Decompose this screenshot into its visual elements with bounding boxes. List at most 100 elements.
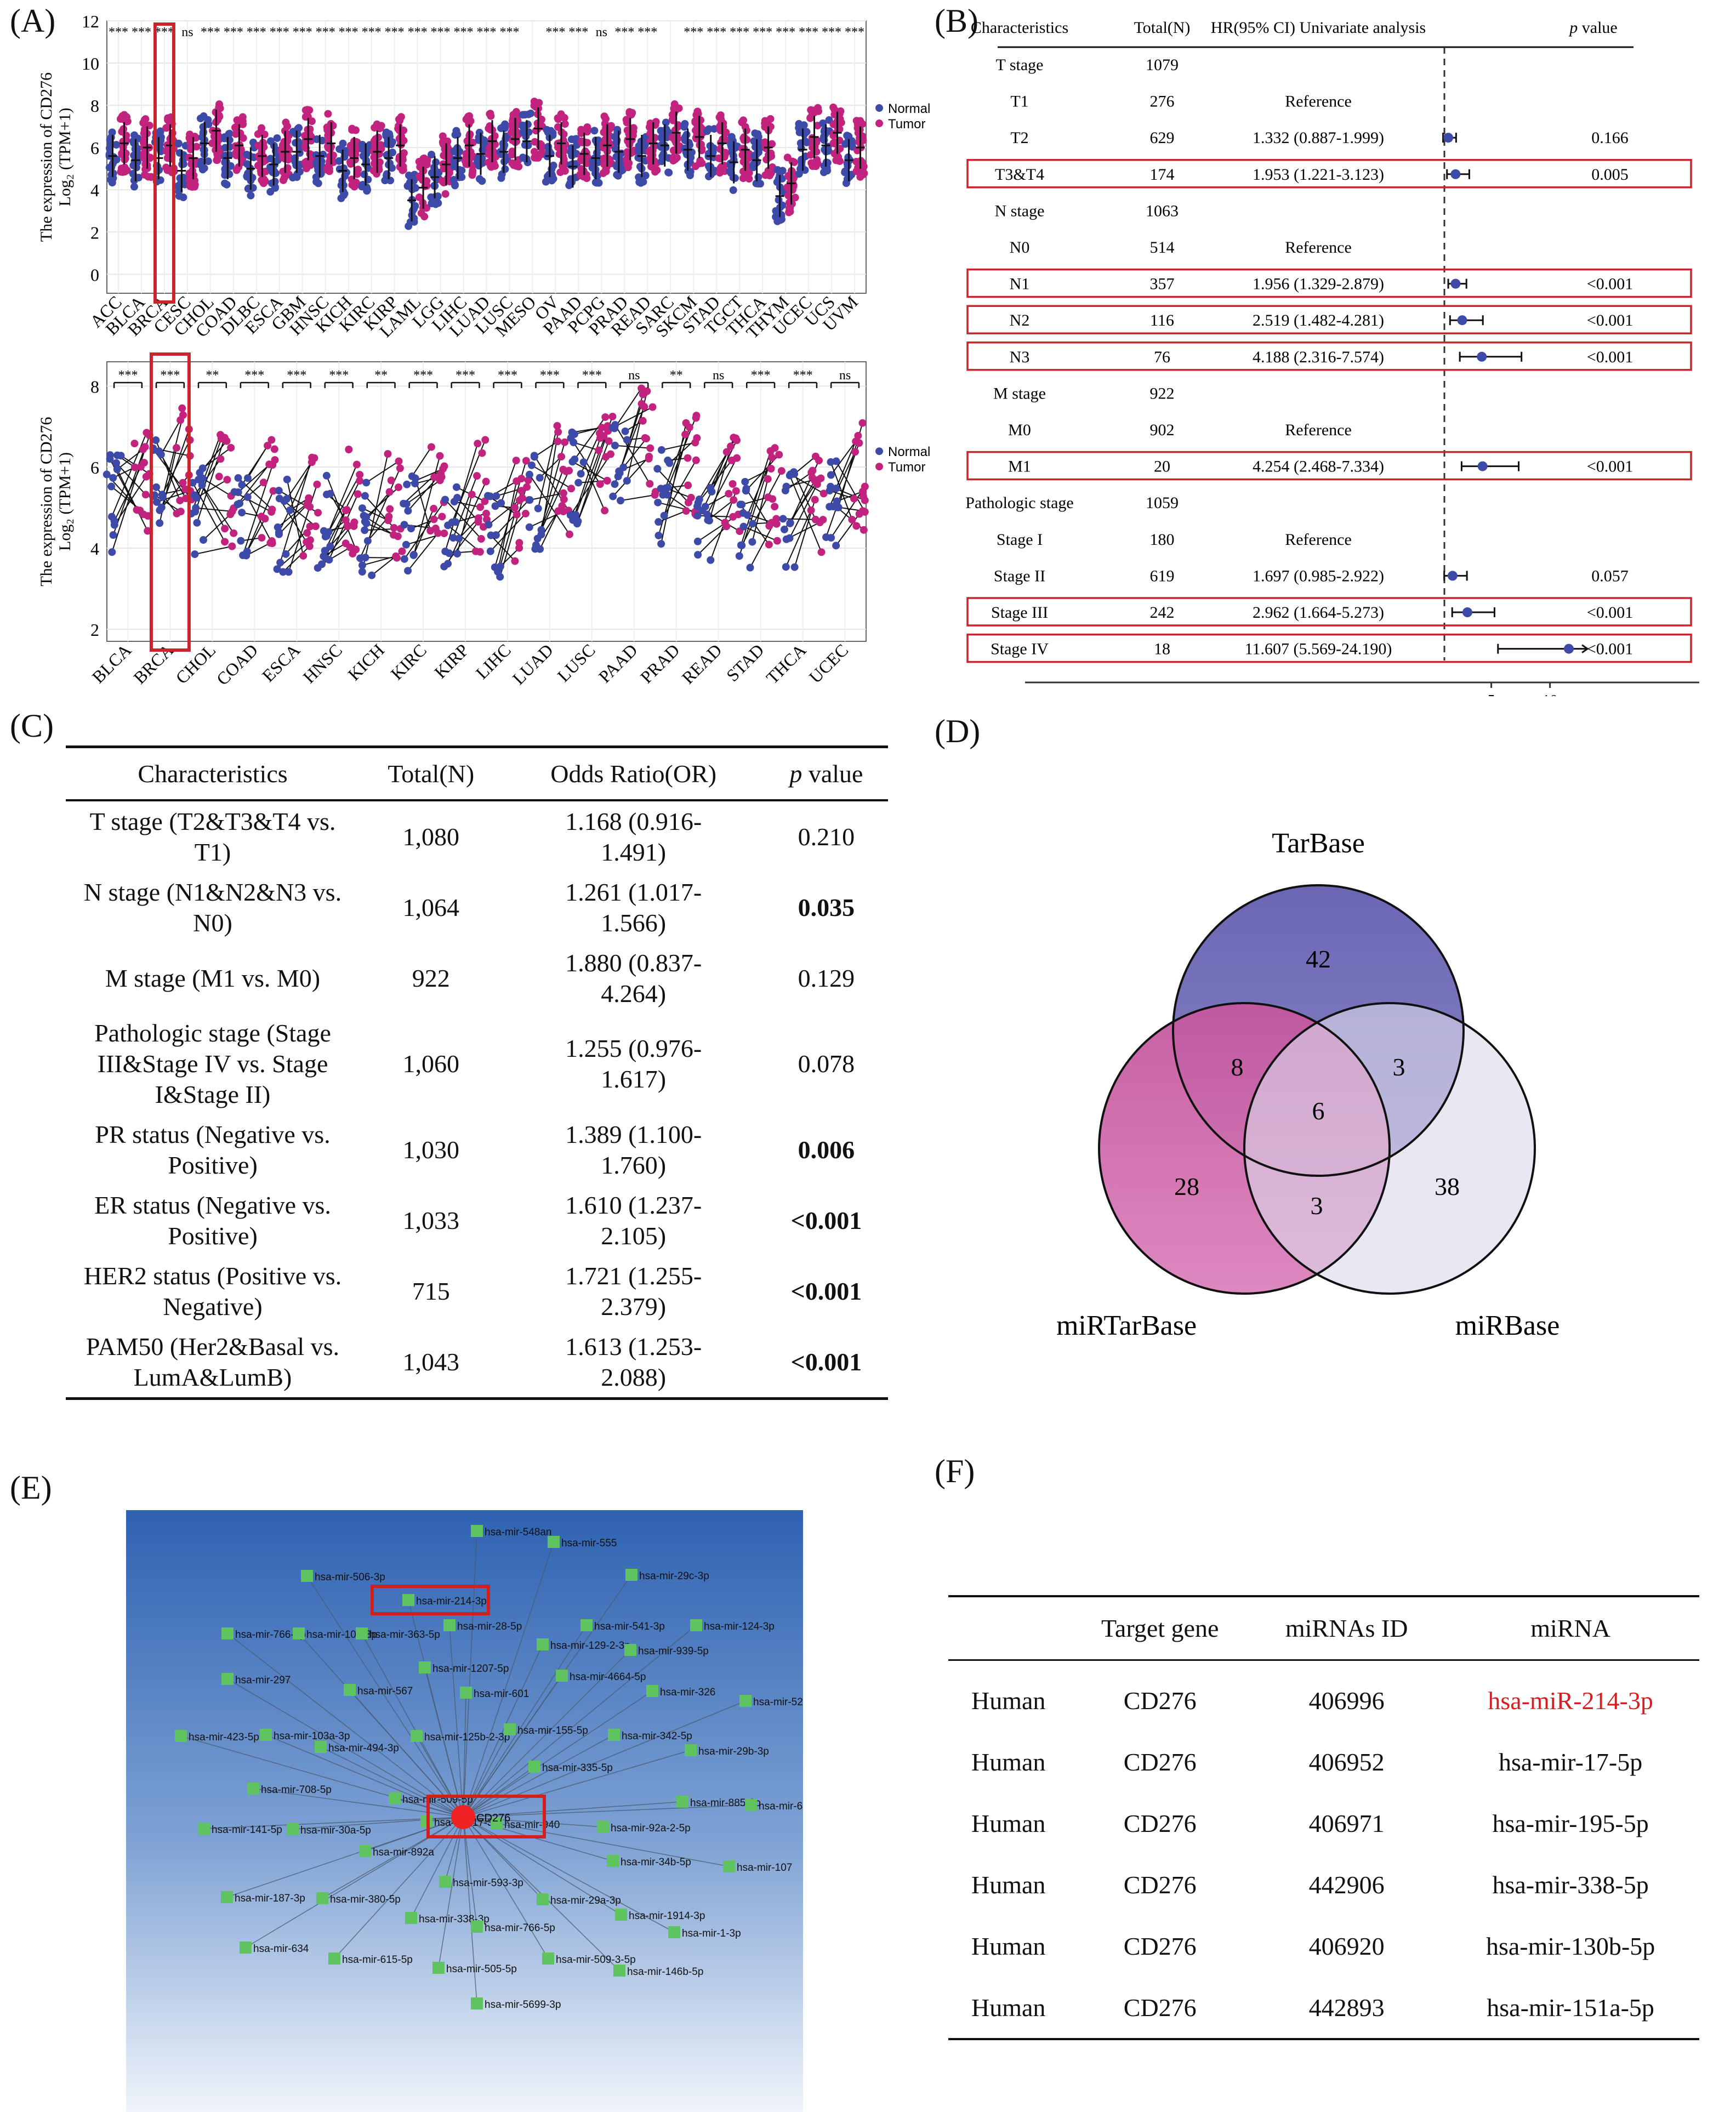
normal-point bbox=[175, 192, 183, 200]
significance-label: ** bbox=[206, 368, 219, 383]
row-p-value: <0.001 bbox=[764, 1327, 888, 1400]
mirna-node-label: hsa-mir-4664-5p bbox=[570, 1671, 646, 1683]
tumor-point bbox=[671, 136, 679, 145]
venn-outline-tarbase bbox=[1172, 884, 1465, 1177]
tumor-point bbox=[638, 400, 646, 408]
tumor-point bbox=[130, 463, 139, 471]
tumor-point bbox=[254, 130, 262, 138]
header-mirna-id: miRNAs ID bbox=[1251, 1595, 1442, 1661]
normal-point bbox=[502, 135, 510, 143]
hr-point bbox=[1447, 571, 1458, 581]
mirna-node-label: hsa-mir-28-5p bbox=[457, 1621, 522, 1632]
tumor-point bbox=[164, 116, 172, 124]
tumor-point bbox=[721, 519, 729, 527]
tumor-point bbox=[485, 150, 493, 158]
tumor-point bbox=[282, 118, 290, 127]
tumor-point bbox=[508, 121, 516, 129]
significance-label: ns bbox=[181, 25, 193, 39]
tumor-point bbox=[486, 110, 494, 118]
row-highlight-box bbox=[966, 633, 1692, 663]
tumor-point bbox=[349, 156, 357, 164]
normal-point bbox=[284, 568, 293, 576]
normal-point bbox=[191, 550, 199, 559]
mirna-node-label: hsa-mir-34b-5p bbox=[621, 1857, 691, 1868]
tumor-point bbox=[426, 527, 435, 535]
normal-point bbox=[486, 547, 494, 555]
row-mirna-id: 442906 bbox=[1308, 1870, 1385, 1899]
mirna-node-label: hsa-mir-541-3p bbox=[594, 1621, 665, 1632]
top-ytick: 12 bbox=[82, 12, 99, 31]
normal-point bbox=[613, 128, 622, 136]
normal-point bbox=[590, 127, 599, 135]
normal-point bbox=[498, 170, 506, 178]
header-p-text: value bbox=[808, 760, 863, 788]
normal-point bbox=[294, 125, 302, 133]
row-total: 276 bbox=[1150, 93, 1175, 111]
tumor-point bbox=[861, 482, 869, 491]
normal-point bbox=[107, 482, 116, 491]
tumor-point bbox=[395, 457, 403, 465]
significance-label: *** bbox=[270, 25, 289, 39]
mirna-node-label: hsa-mir-326 bbox=[660, 1687, 715, 1698]
table-row: Human CD276 442893 hsa-mir-151a-5p bbox=[948, 1977, 1699, 2040]
or-line-2: 1.760) bbox=[601, 1151, 667, 1179]
tumor-point bbox=[306, 522, 314, 531]
tumor-point bbox=[345, 446, 353, 454]
network-node: hsa-mir-380-5p bbox=[316, 1892, 401, 1905]
tumor-point bbox=[215, 111, 223, 119]
normal-point bbox=[589, 163, 597, 172]
bottom-ytick: 8 bbox=[90, 377, 99, 396]
normal-point bbox=[779, 515, 787, 523]
normal-point bbox=[234, 488, 242, 497]
or-line-2: 1.566) bbox=[601, 908, 667, 937]
normal-point bbox=[635, 173, 643, 181]
normal-point bbox=[694, 551, 702, 559]
network-node: hsa-mir-555 bbox=[548, 1536, 617, 1549]
row-characteristic: M stage (M1 vs. M0) bbox=[105, 964, 321, 992]
tumor-point bbox=[394, 483, 402, 491]
row-odds-ratio: 1.721 (1.255- 2.379) bbox=[503, 1256, 765, 1327]
mirna-node-label: hsa-mir-892a bbox=[373, 1847, 434, 1858]
normal-point bbox=[157, 503, 166, 511]
hr-point bbox=[1462, 607, 1472, 617]
network-node: hsa-mir-1914-3p bbox=[615, 1909, 705, 1922]
tumor-point bbox=[531, 153, 539, 162]
normal-point bbox=[158, 493, 167, 501]
normal-point bbox=[654, 531, 663, 539]
or-line-1: 1.610 (1.237- bbox=[565, 1191, 702, 1219]
mirna-node-label: hsa-mir-342-5p bbox=[622, 1730, 692, 1742]
row-hr: 4.254 (2.468-7.334) bbox=[1253, 458, 1384, 476]
row-hr: Reference bbox=[1285, 238, 1352, 257]
tumor-point bbox=[744, 154, 753, 162]
normal-point bbox=[195, 475, 203, 483]
tumor-point bbox=[303, 538, 311, 546]
normal-point bbox=[225, 129, 234, 138]
tumor-point bbox=[220, 434, 229, 442]
mirna-node-label: hsa-mir-30a-5p bbox=[300, 1825, 371, 1836]
normal-point bbox=[113, 465, 121, 474]
tumor-point bbox=[641, 434, 649, 442]
normal-point bbox=[621, 427, 629, 435]
mirna-node-label: hsa-mir-506-3p bbox=[315, 1572, 385, 1583]
normal-point bbox=[458, 173, 466, 181]
normal-point bbox=[623, 477, 631, 485]
mirna-node-label: hsa-mir-141-5p bbox=[212, 1824, 282, 1836]
hr-point bbox=[1563, 644, 1574, 654]
mirna-node-square bbox=[315, 1741, 327, 1753]
significance-label: *** bbox=[707, 25, 726, 39]
tumor-point bbox=[786, 204, 794, 212]
tumor-point bbox=[416, 173, 424, 181]
tumor-point bbox=[522, 457, 530, 465]
center-node-circle bbox=[451, 1805, 475, 1829]
tumor-point bbox=[738, 151, 747, 159]
tumor-point bbox=[464, 143, 473, 151]
mirna-node-label: hsa-mir-107 bbox=[737, 1862, 792, 1874]
top-ytick: 10 bbox=[82, 54, 99, 73]
tumor-point bbox=[121, 155, 129, 163]
tumor-point bbox=[691, 118, 699, 127]
top-ylabel: The expression of CD276 bbox=[37, 72, 55, 242]
normal-point bbox=[657, 540, 665, 548]
significance-label: *** bbox=[822, 25, 841, 39]
tumor-point bbox=[859, 492, 867, 500]
significance-label: *** bbox=[845, 25, 864, 39]
